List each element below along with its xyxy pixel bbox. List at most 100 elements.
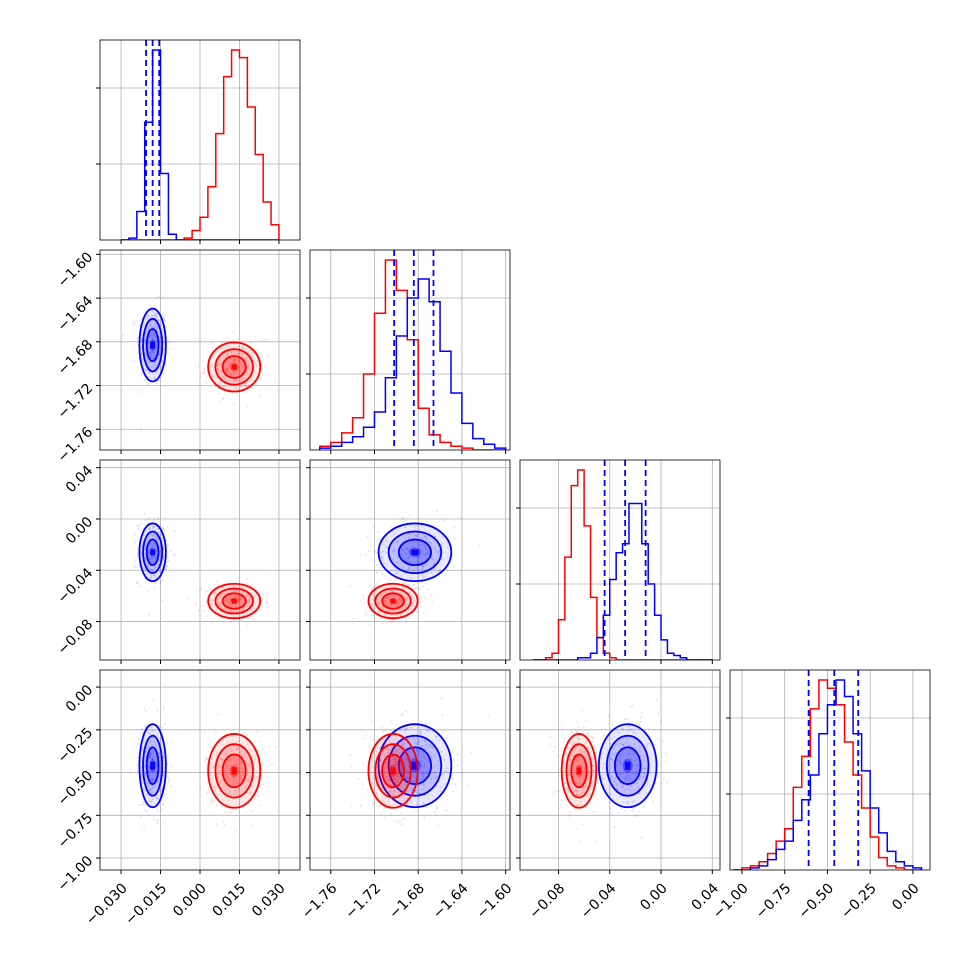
scatter-point (398, 595, 401, 598)
scatter-point (410, 758, 413, 761)
contour-line (207, 341, 262, 393)
contour-line (374, 743, 412, 799)
scatter-point (384, 761, 387, 764)
scatter-point (575, 758, 578, 761)
scatter-point (238, 590, 241, 593)
scatter-point (149, 756, 152, 759)
scatter-point (604, 797, 607, 800)
scatter-panel-3-2 (306, 459, 511, 664)
scatter-point (149, 733, 152, 736)
scatter-point (156, 536, 159, 539)
scatter-point (237, 597, 240, 600)
scatter-point (239, 597, 242, 600)
scatter-point (639, 716, 642, 719)
scatter-point (406, 611, 409, 614)
scatter-point (621, 753, 624, 756)
scatter-point (164, 362, 167, 365)
scatter-point (141, 560, 144, 563)
scatter-point (240, 363, 243, 366)
scatter-point (632, 753, 635, 756)
scatter-point (425, 729, 428, 732)
scatter-point (642, 759, 645, 762)
scatter-point (461, 772, 464, 775)
scatter-point (226, 599, 229, 602)
scatter-point (581, 762, 584, 765)
scatter-point (395, 601, 398, 604)
scatter-point (619, 760, 622, 763)
scatter-point (377, 770, 380, 773)
panel-frame (309, 669, 511, 871)
scatter-point (393, 777, 396, 780)
scatter-point (146, 810, 149, 813)
scatter-point (227, 600, 230, 603)
scatter-point (248, 380, 251, 383)
scatter-point (200, 605, 203, 608)
scatter-point (164, 569, 167, 572)
histogram-red (121, 49, 280, 240)
scatter-point (377, 610, 380, 613)
scatter-point (238, 599, 241, 602)
scatter-point (407, 565, 410, 568)
scatter-point (576, 730, 579, 733)
panel-frame (729, 669, 931, 871)
scatter-point (414, 566, 417, 569)
contour-line (565, 743, 593, 799)
scatter-point (427, 759, 430, 762)
scatter-point (232, 610, 235, 613)
scatter-point (259, 740, 262, 743)
scatter-point (231, 603, 234, 606)
scatter-point (400, 772, 403, 775)
scatter-point (226, 367, 229, 370)
scatter-point (433, 771, 436, 774)
scatter-point (235, 590, 238, 593)
scatter-point (150, 334, 153, 337)
scatter-point (576, 741, 579, 744)
scatter-point (226, 371, 229, 374)
scatter-point (398, 751, 401, 754)
scatter-point (397, 603, 400, 606)
scatter-point (143, 512, 146, 515)
histogram-blue (121, 49, 279, 240)
scatter-point (232, 735, 235, 738)
scatter-point (411, 536, 414, 539)
scatter-point (228, 790, 231, 793)
scatter-point (151, 787, 154, 790)
scatter-point (444, 769, 447, 772)
scatter-point (410, 577, 413, 580)
scatter-point (392, 594, 395, 597)
scatter-point (220, 761, 223, 764)
scatter-point (641, 767, 644, 770)
scatter-point (221, 758, 224, 761)
density-peak (390, 598, 396, 604)
scatter-point (147, 768, 150, 771)
scatter-point (153, 526, 156, 529)
scatter-point (577, 738, 580, 741)
panel-content (549, 699, 668, 843)
scatter-point (581, 768, 584, 771)
x-tick-label: 0.000 (170, 880, 210, 920)
scatter-point (400, 574, 403, 577)
scatter-point (233, 590, 236, 593)
scatter-point (146, 782, 149, 785)
scatter-point (154, 574, 157, 577)
scatter-point (395, 739, 398, 742)
scatter-point (268, 763, 271, 766)
scatter-point (147, 613, 150, 616)
scatter-point (631, 772, 634, 775)
scatter-point (418, 792, 421, 795)
scatter-point (581, 791, 584, 794)
scatter-point (234, 372, 237, 375)
scatter-point (613, 780, 616, 783)
scatter-point (151, 534, 154, 537)
scatter-point (230, 603, 233, 606)
y-tick-label: −0.04 (55, 565, 97, 607)
scatter-point (149, 351, 152, 354)
scatter-point (397, 772, 400, 775)
scatter-point (251, 824, 254, 827)
scatter-point (240, 778, 243, 781)
scatter-point (633, 799, 636, 802)
scatter-point (420, 732, 423, 735)
scatter-point (431, 745, 434, 748)
scatter-point (390, 526, 393, 529)
scatter-point (140, 774, 143, 777)
